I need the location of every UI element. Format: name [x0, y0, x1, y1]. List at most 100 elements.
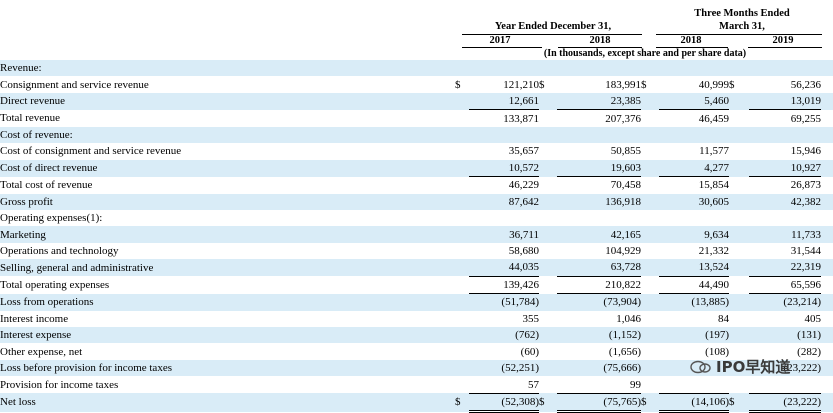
dollar-sign: [729, 226, 749, 243]
cell-value: (75,765): [557, 392, 641, 413]
dollar-sign: $: [455, 393, 469, 412]
dollar-sign: [539, 259, 557, 277]
table-row: Selling, general and administrative 44,03…: [0, 259, 833, 277]
dollar-sign: [729, 293, 749, 311]
table-row: Interest expense (762) (1,152) (197) (131): [0, 327, 833, 344]
table-row: Operations and technology 58,680 104,929 21…: [0, 243, 833, 259]
row-label: Net loss: [0, 393, 455, 412]
row-label: Total operating expenses: [0, 278, 110, 291]
dollar-sign: [729, 159, 749, 177]
cell-value: (131): [749, 327, 821, 344]
dollar-sign: [539, 60, 557, 77]
table-row: Total cost of revenue 46,229 70,458 15,854 2…: [0, 176, 833, 194]
cell-value: 405: [804, 312, 822, 325]
cell-value: [749, 60, 821, 77]
cell-value: (75,666): [557, 359, 641, 377]
year-rule-2: [558, 47, 642, 48]
cell-value: (1,656): [608, 345, 641, 358]
cell-value: [557, 126, 641, 144]
cell-value: 13,524: [659, 259, 729, 277]
cell-value: 58,680: [508, 245, 539, 258]
dollar-sign: $: [641, 393, 659, 412]
cell-value: [469, 60, 539, 77]
dollar-sign: [455, 126, 469, 144]
units-note: (In thousands, except share and per shar…: [543, 48, 747, 59]
row-label: Operations and technology: [0, 245, 119, 258]
dollar-sign: [729, 92, 749, 110]
cell-value: (52,308): [469, 392, 539, 413]
dollar-sign: [455, 110, 469, 127]
dollar-sign: [641, 159, 659, 177]
dollar-sign: [641, 126, 659, 144]
header-year-ended: Year Ended December 31,: [494, 21, 612, 32]
cell-value: (60): [520, 345, 539, 358]
header-three-months-line1: Three Months Ended: [694, 8, 790, 19]
cell-value: 44,035: [469, 259, 539, 277]
cell-value: 46,459: [659, 109, 729, 127]
cell-value: [749, 376, 821, 393]
cell-value: 57: [528, 378, 539, 391]
dollar-sign: [729, 376, 749, 393]
dollar-sign: [539, 359, 557, 377]
cell-value: 4,277: [659, 159, 729, 177]
cell-value: 5,460: [659, 92, 729, 110]
table-row: Loss from operations (51,784) (73,904) (13,…: [0, 293, 833, 311]
row-label: Consignment and service revenue: [0, 78, 149, 91]
dollar-sign: [729, 126, 749, 144]
dollar-sign: [539, 376, 557, 393]
row-label: Total cost of revenue: [0, 179, 93, 192]
dollar-sign: [455, 243, 469, 259]
cell-value: 30,605: [659, 193, 729, 210]
dollar-sign: [455, 276, 469, 293]
dollar-sign: $: [539, 393, 557, 412]
table-row: Cost of direct revenue 10,572 19,603 4,277 1…: [0, 159, 833, 177]
dollar-sign: $: [641, 78, 647, 91]
dollar-sign: [539, 210, 557, 226]
dollar-sign: [641, 243, 659, 259]
cell-value: (108): [705, 345, 729, 358]
cell-value: 355: [522, 312, 540, 325]
dollar-sign: [455, 376, 469, 393]
dollar-sign: [539, 177, 557, 194]
dollar-sign: [455, 226, 469, 243]
cell-value: 1,046: [616, 312, 641, 325]
cell-value: (23,222): [749, 392, 821, 413]
dollar-sign: [641, 226, 659, 243]
cell-value: [469, 126, 539, 144]
dollar-sign: [539, 126, 557, 144]
dollar-sign: [729, 311, 749, 327]
row-label: Selling, general and administrative: [0, 259, 455, 277]
year-rule-1: [462, 47, 542, 48]
dollar-sign: [539, 193, 557, 210]
cell-value: (73,904): [557, 293, 641, 311]
cell-value: (197): [659, 327, 729, 344]
cell-value: 19,603: [557, 159, 641, 177]
cell-value: 40,999: [698, 78, 729, 91]
dollar-sign: [641, 311, 659, 327]
row-label: Cost of consignment and service revenue: [0, 145, 182, 158]
dollar-sign: [729, 243, 749, 259]
dollar-sign: [455, 293, 469, 311]
row-label: Marketing: [0, 226, 455, 243]
dollar-sign: [641, 177, 659, 194]
row-label: Direct revenue: [0, 92, 455, 110]
cell-value: 183,991: [605, 78, 641, 91]
header-three-months-rule: [656, 34, 822, 35]
cell-value: (52,251): [469, 359, 539, 377]
dollar-sign: [729, 143, 749, 159]
header-year-ended-rule: [462, 34, 642, 35]
dollar-sign: [539, 159, 557, 177]
dollar-sign: $: [455, 78, 461, 91]
dollar-sign: [455, 210, 469, 226]
row-label: Other expense, net: [0, 345, 83, 358]
cell-value: 207,376: [557, 109, 641, 127]
cell-value: [659, 210, 729, 226]
cell-value: [557, 60, 641, 77]
dollar-sign: [641, 376, 659, 393]
cell-value: 210,822: [557, 275, 641, 294]
row-label: Operating expenses(1):: [0, 212, 103, 225]
cell-value: (23,214): [749, 293, 821, 311]
cell-value: 50,855: [610, 145, 641, 158]
cell-value: [659, 376, 729, 393]
income-statement-table: Revenue: Consignment and service revenue $…: [0, 60, 833, 413]
